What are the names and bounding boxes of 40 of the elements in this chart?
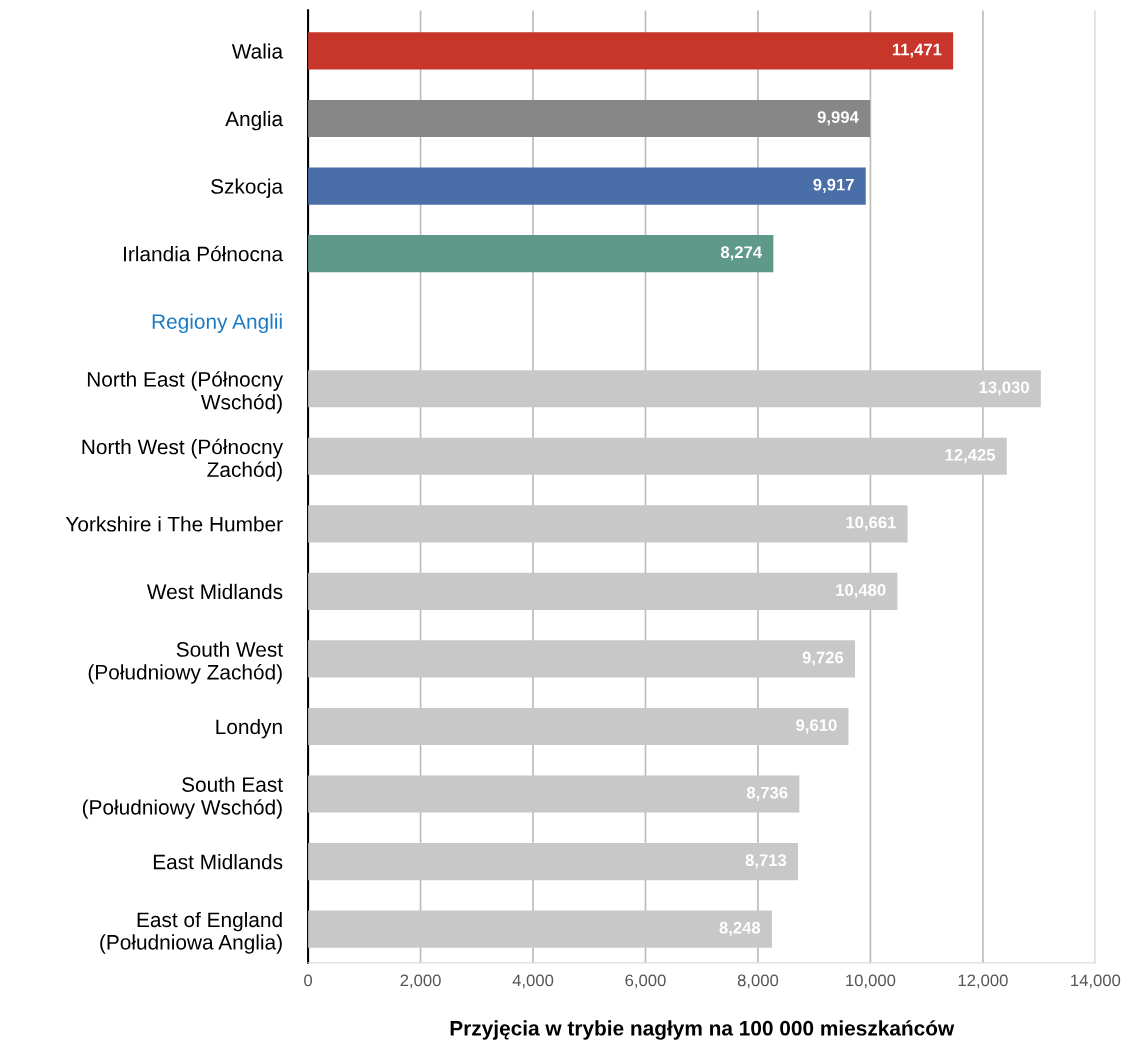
y-tick-label: North West (Północny Zachód) — [82, 438, 284, 482]
x-tick-label: 12,000 — [958, 974, 1008, 989]
bar — [308, 910, 772, 948]
y-tick-label: Szkocja — [211, 178, 284, 198]
x-tick-label: 14,000 — [1071, 974, 1121, 989]
data-label: 9,917 — [813, 178, 854, 193]
y-tick-label: East Midlands — [153, 854, 283, 870]
bar — [308, 843, 799, 881]
x-tick-label: 0 — [304, 974, 313, 987]
bar — [308, 370, 1041, 408]
data-label: 11,471 — [892, 43, 942, 58]
y-tick-label: North East (Północny Wschód) — [87, 371, 284, 414]
x-axis-title: Przyjęcia w trybie nagłym na 100 000 mieszkańców — [450, 1020, 955, 1040]
data-label: 9,994 — [817, 111, 859, 126]
x-tick-label: 10,000 — [846, 974, 896, 989]
bar — [308, 32, 954, 70]
bar — [308, 572, 898, 610]
y-tick-label: Londyn — [216, 718, 282, 739]
bar — [308, 167, 866, 205]
bar — [308, 505, 908, 543]
y-tick-label: South East (Południowy Wschód) — [82, 776, 283, 819]
bar — [308, 707, 849, 746]
x-tick-label: 6,000 — [625, 974, 666, 989]
bar — [308, 640, 856, 678]
y-tick-label: South West (Południowy Zachód) — [88, 641, 283, 684]
data-label: 8,274 — [720, 246, 763, 261]
y-tick-label: Yorkshire i The Humber — [65, 516, 283, 532]
bar — [308, 437, 1007, 475]
y-tick-label: East of England (Południowa Anglia) — [100, 911, 282, 954]
bar — [308, 99, 871, 138]
bar — [308, 775, 800, 813]
y-tick-label: Regiony Anglii — [152, 313, 282, 334]
y-tick-label: Walia — [231, 43, 284, 59]
x-tick-label: 8,000 — [737, 974, 779, 989]
y-tick-label: West Midlands — [146, 583, 283, 600]
x-tick-label: 2,000 — [400, 974, 441, 989]
x-tick-label: 4,000 — [512, 974, 554, 989]
y-tick-label: Irlandia Północna — [124, 245, 284, 262]
y-tick-label: Anglia — [225, 110, 284, 131]
bar — [308, 235, 774, 273]
